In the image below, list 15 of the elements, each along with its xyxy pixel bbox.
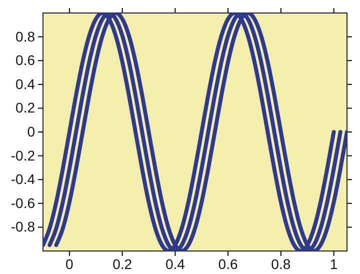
x-tick-label: 0.4 xyxy=(165,256,186,272)
x-tick-label: 0.8 xyxy=(271,256,291,272)
y-tick-label: 0 xyxy=(27,123,36,140)
y-tick-label: 0.2 xyxy=(16,100,36,116)
y-tick-label: 0.4 xyxy=(16,76,36,92)
y-tick-label: -0.8 xyxy=(10,218,36,235)
x-tick-label: 0 xyxy=(66,256,74,272)
x-tick-label: 1 xyxy=(330,256,338,272)
x-tick-label: 0.2 xyxy=(112,256,132,272)
y-tick-label: -0.4 xyxy=(10,171,36,188)
y-tick-label: 0.6 xyxy=(16,52,36,68)
y-tick-label: -0.6 xyxy=(10,194,36,211)
y-tick-label: 0.8 xyxy=(16,28,36,44)
y-tick-label: -0.2 xyxy=(10,147,36,164)
x-tick-label: 0.6 xyxy=(218,256,238,272)
